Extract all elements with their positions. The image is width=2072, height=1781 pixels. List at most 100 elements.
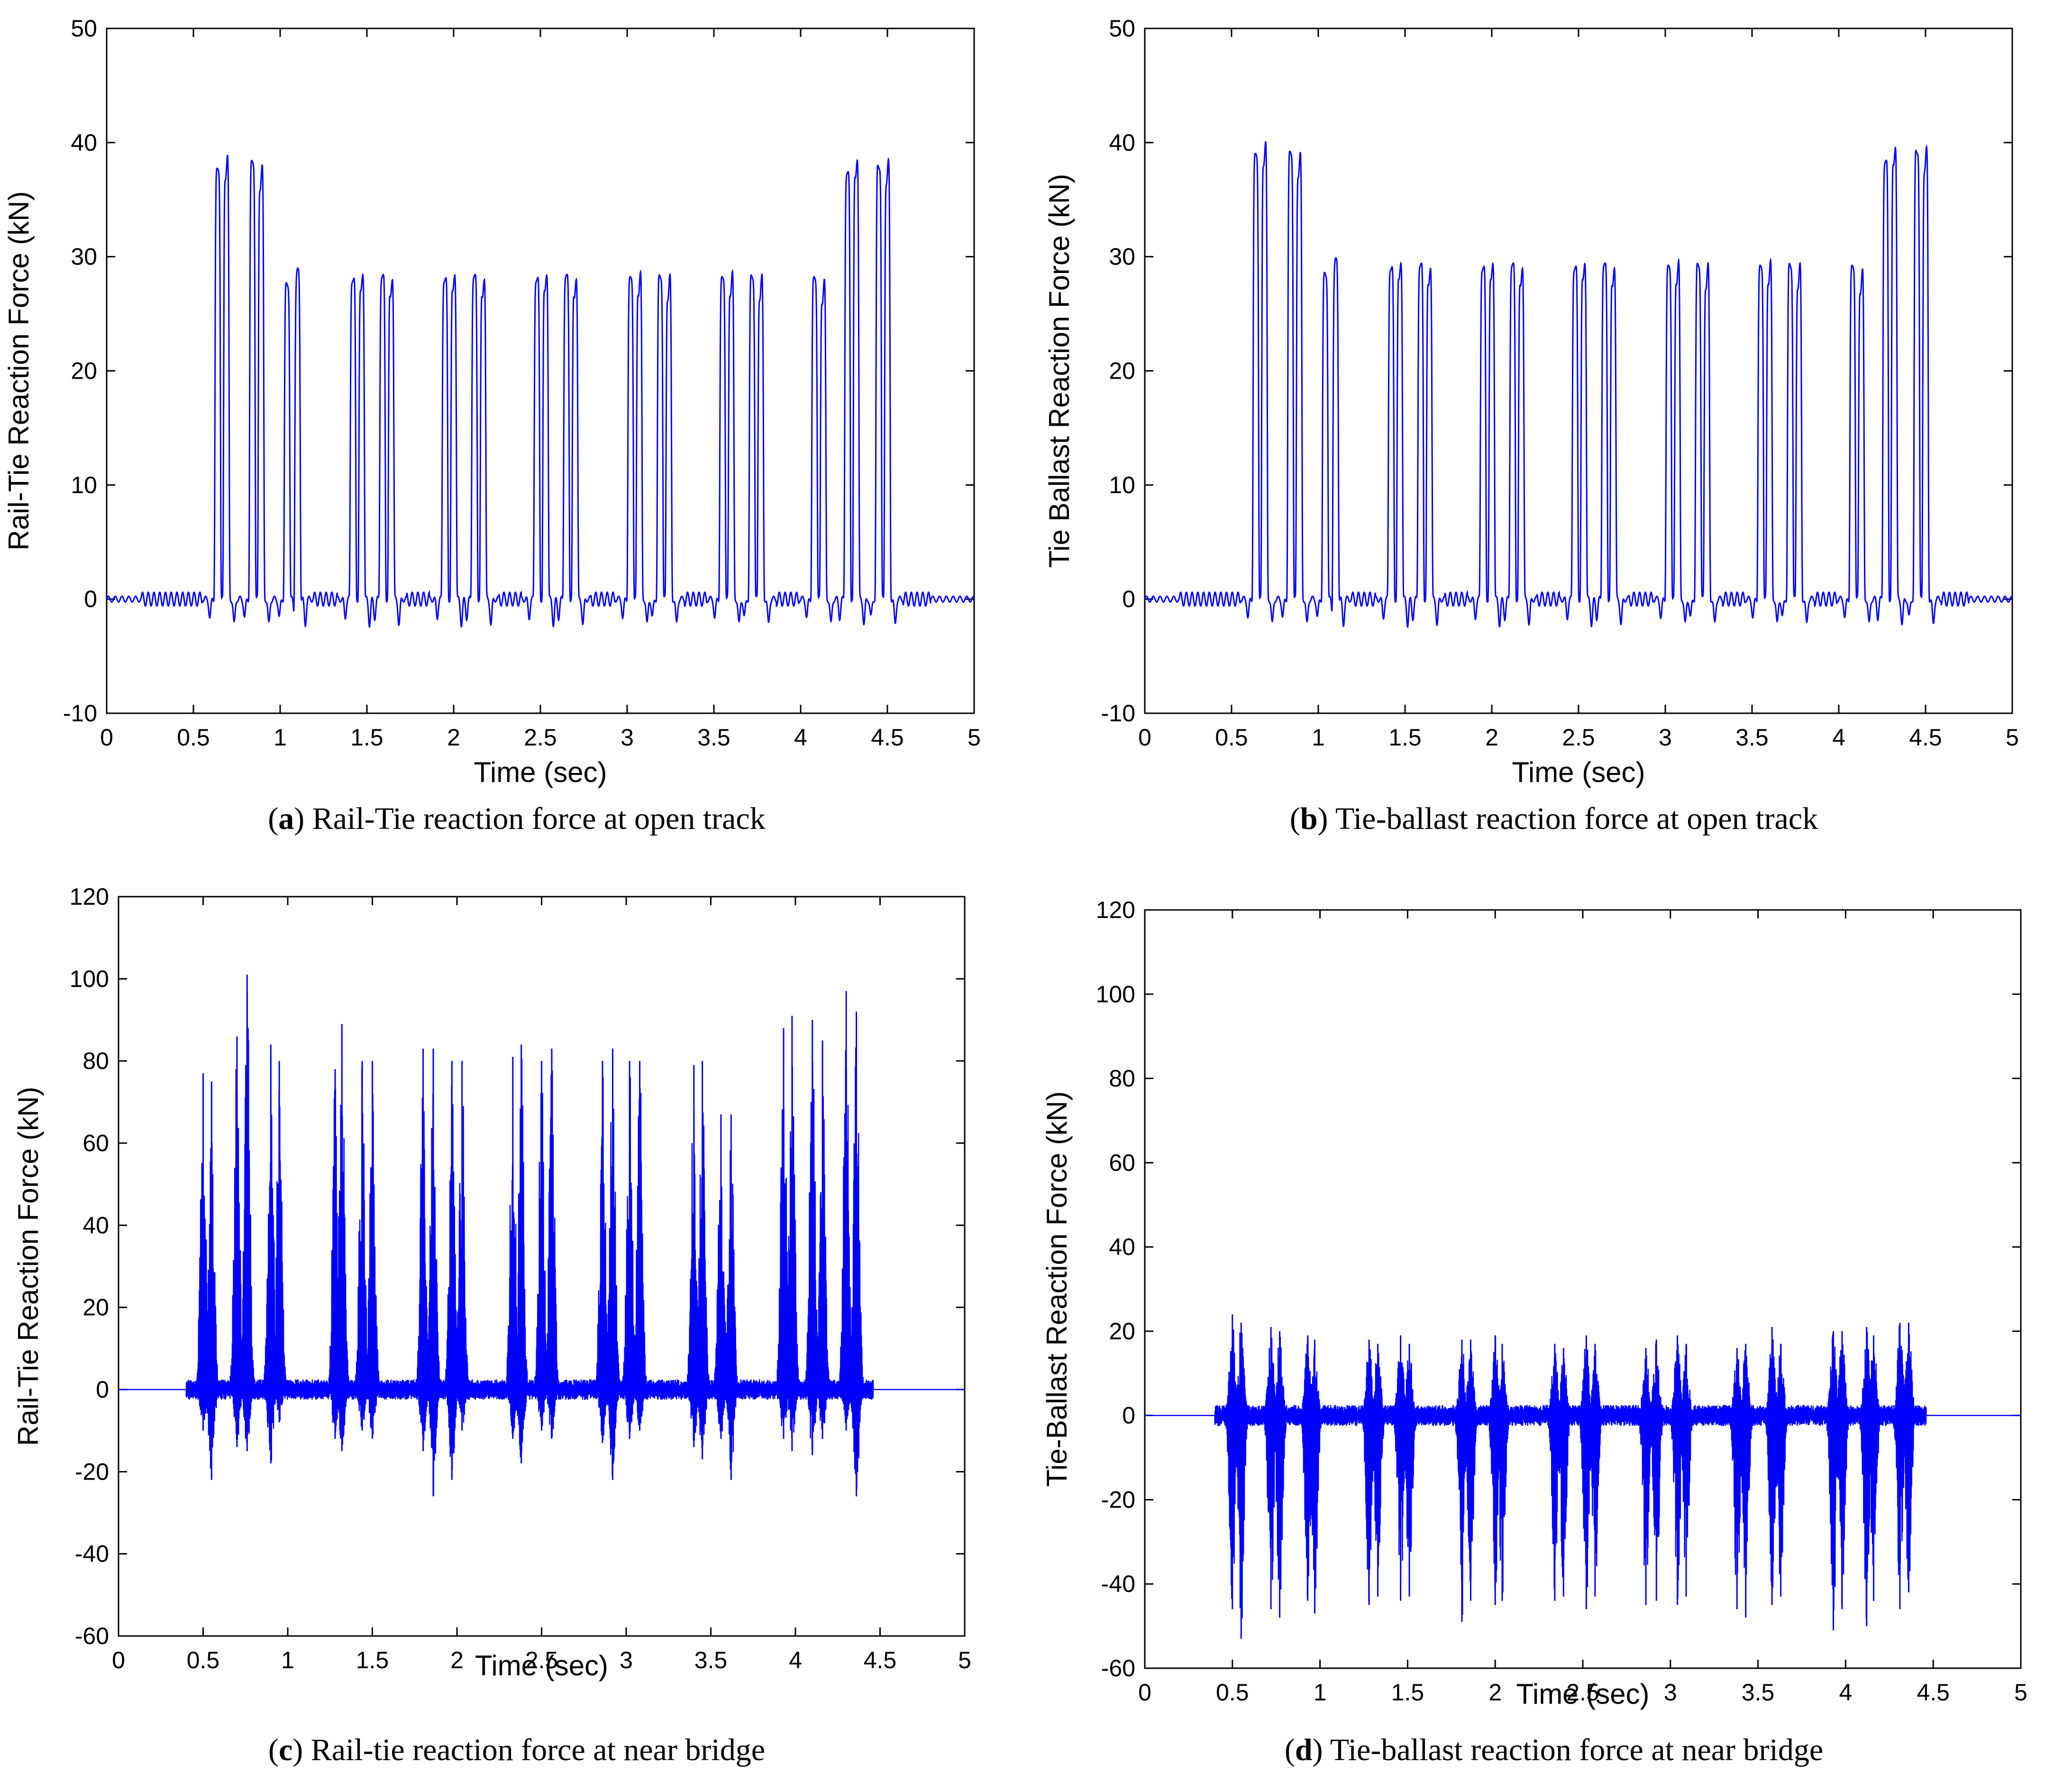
y-tick-label: 20: [1109, 358, 1135, 384]
series-line: [106, 154, 975, 628]
caption-d-text: Tie-ballast reaction force at near bridg…: [1323, 1733, 1824, 1767]
x-axis-label: Time (sec): [474, 756, 607, 788]
x-tick-label: 5: [2006, 724, 2019, 751]
x-axis-label: Time (sec): [1516, 1678, 1649, 1710]
y-axis-label: Rail-Tie Reaction Force (kN): [12, 1087, 44, 1446]
x-tick-label: 0: [1138, 1679, 1151, 1706]
x-tick-label: 1: [1314, 1679, 1327, 1706]
chart-c: 0 0.5 1 1.5 2 2.5 3 3.5 4 4.5 5 -60 -40 -20 0 20 40 60 80 1…: [12, 883, 971, 1681]
x-tick-label: 1.5: [1391, 1679, 1424, 1706]
x-tick-label: 0.5: [187, 1647, 220, 1673]
x-tick-label: 4.5: [1909, 724, 1942, 751]
x-tick-label: 2: [450, 1647, 464, 1673]
caption-c-letter: c: [278, 1733, 293, 1767]
x-tick-label: 4.5: [871, 724, 904, 751]
y-tick-label: -40: [1101, 1571, 1135, 1597]
y-tick-label: 40: [1109, 129, 1135, 156]
y-tick-label: 50: [1109, 15, 1135, 42]
y-axis-label: Tie-Ballast Reaction Force (kN): [1041, 1091, 1073, 1487]
panel-d: 0 0.5 1 1.5 2 2.5 3 3.5 4 4.5 5 -60 -40 -20 0 20 40 60 80 1…: [1036, 877, 2072, 1781]
y-tick-label: 40: [82, 1212, 109, 1238]
x-tick-label: 2.5: [1562, 724, 1595, 751]
x-tick-label: 3: [620, 1647, 633, 1673]
y-tick-label: 10: [71, 472, 97, 498]
plot-frame: [1144, 27, 2013, 714]
y-tick-label: -60: [1101, 1655, 1135, 1681]
series-line: [1145, 1326, 2021, 1619]
x-tick-label: 2: [1488, 1679, 1502, 1706]
y-tick-label: 120: [70, 883, 109, 910]
x-axis-label: Time (sec): [1512, 756, 1645, 788]
x-tick-label: 0: [100, 724, 113, 751]
x-tick-label: 3.5: [1742, 1679, 1775, 1706]
caption-c: (c) Rail-tie reaction force at near brid…: [268, 1733, 766, 1767]
chart-b: 0 0.5 1 1.5 2 2.5 3 3.5 4 4.5 5-1001020304050Time …: [1043, 15, 2019, 788]
y-tick-label: 0: [1122, 1402, 1135, 1429]
x-tick-label: 2: [1485, 724, 1498, 751]
y-tick-label: 40: [71, 129, 97, 156]
x-tick-label: 4: [1839, 1679, 1852, 1706]
plot-frame: [106, 27, 975, 714]
y-tick-label: 100: [70, 965, 109, 992]
caption-c-text: Rail-tie reaction force at near bridge: [303, 1733, 766, 1767]
x-tick-label: 2.5: [524, 724, 557, 751]
x-tick-label: 1: [281, 1647, 294, 1673]
x-tick-label: 2: [447, 724, 460, 751]
x-tick-label: 1.5: [350, 724, 383, 751]
y-tick-label: 80: [1109, 1065, 1135, 1092]
y-tick-label: 0: [1122, 586, 1135, 612]
caption-b-text: Tie-ballast reaction force at open track: [1328, 801, 1818, 836]
y-tick-label: 80: [82, 1048, 109, 1074]
caption-a-text: Rail-Tie reaction force at open track: [304, 801, 766, 836]
panel-c: 0 0.5 1 1.5 2 2.5 3 3.5 4 4.5 5 -60 -40 -20 0 20 40 60 80 1…: [0, 877, 1033, 1781]
chart-d: 0 0.5 1 1.5 2 2.5 3 3.5 4 4.5 5 -60 -40 -20 0 20 40 60 80 1…: [1041, 897, 2027, 1710]
x-tick-label: 5: [2014, 1679, 2027, 1706]
y-tick-label: -10: [63, 700, 97, 727]
y-tick-label: 120: [1096, 897, 1135, 923]
series-line: [1144, 141, 2013, 628]
x-tick-label: 3: [1659, 724, 1672, 751]
caption-d: (d) Tie-ballast reaction force at near b…: [1284, 1733, 1824, 1767]
y-tick-label: -20: [75, 1458, 109, 1485]
chart-a: 0 0.5 1 1.5 2 2.5 3 3.5 4 4.5 5-1001020304050Time …: [3, 15, 981, 788]
caption-b-letter: b: [1300, 801, 1318, 836]
y-tick-label: 60: [82, 1130, 109, 1156]
caption-d-letter: d: [1295, 1733, 1313, 1767]
y-tick-label: 40: [1109, 1234, 1135, 1260]
y-tick-label: 10: [1109, 472, 1135, 498]
x-tick-label: 4.5: [1917, 1679, 1950, 1706]
y-tick-label: 60: [1109, 1149, 1135, 1176]
x-tick-label: 5: [968, 724, 981, 751]
y-tick-label: 20: [82, 1294, 109, 1321]
x-tick-label: 2.5: [525, 1647, 558, 1673]
x-tick-label: 4: [794, 724, 807, 751]
x-tick-label: 0: [1138, 724, 1151, 751]
series-line: [119, 992, 965, 1496]
x-tick-label: 0.5: [1215, 724, 1248, 751]
x-tick-label: 3.5: [694, 1647, 728, 1673]
y-tick-label: 30: [71, 244, 97, 270]
x-tick-label: 4: [1832, 724, 1845, 751]
y-tick-label: 20: [71, 358, 97, 384]
x-tick-label: 4.5: [864, 1647, 897, 1673]
x-tick-label: 0.5: [177, 724, 210, 751]
y-tick-label: -60: [75, 1623, 109, 1649]
x-tick-label: 1: [1312, 724, 1325, 751]
x-tick-label: 4: [789, 1647, 802, 1673]
y-tick-label: 0: [96, 1376, 109, 1403]
caption-b: (b) Tie-ballast reaction force at open t…: [1289, 801, 1818, 836]
caption-a: (a) Rail-Tie reaction force at open trac…: [268, 801, 766, 836]
x-tick-label: 0.5: [1216, 1679, 1249, 1706]
y-tick-label: -10: [1101, 700, 1135, 727]
x-tick-label: 3.5: [697, 724, 730, 751]
y-tick-label: 30: [1109, 244, 1135, 270]
y-axis-label: Rail-Tie Reaction Force (kN): [3, 191, 35, 551]
x-tick-label: 1.5: [356, 1647, 389, 1673]
x-tick-label: 5: [958, 1647, 971, 1673]
y-tick-label: 100: [1096, 981, 1135, 1008]
plot-frame: [1144, 909, 2022, 1669]
x-axis-label: Time (sec): [475, 1650, 608, 1681]
y-tick-label: 50: [71, 15, 97, 42]
y-tick-label: -40: [75, 1541, 109, 1567]
